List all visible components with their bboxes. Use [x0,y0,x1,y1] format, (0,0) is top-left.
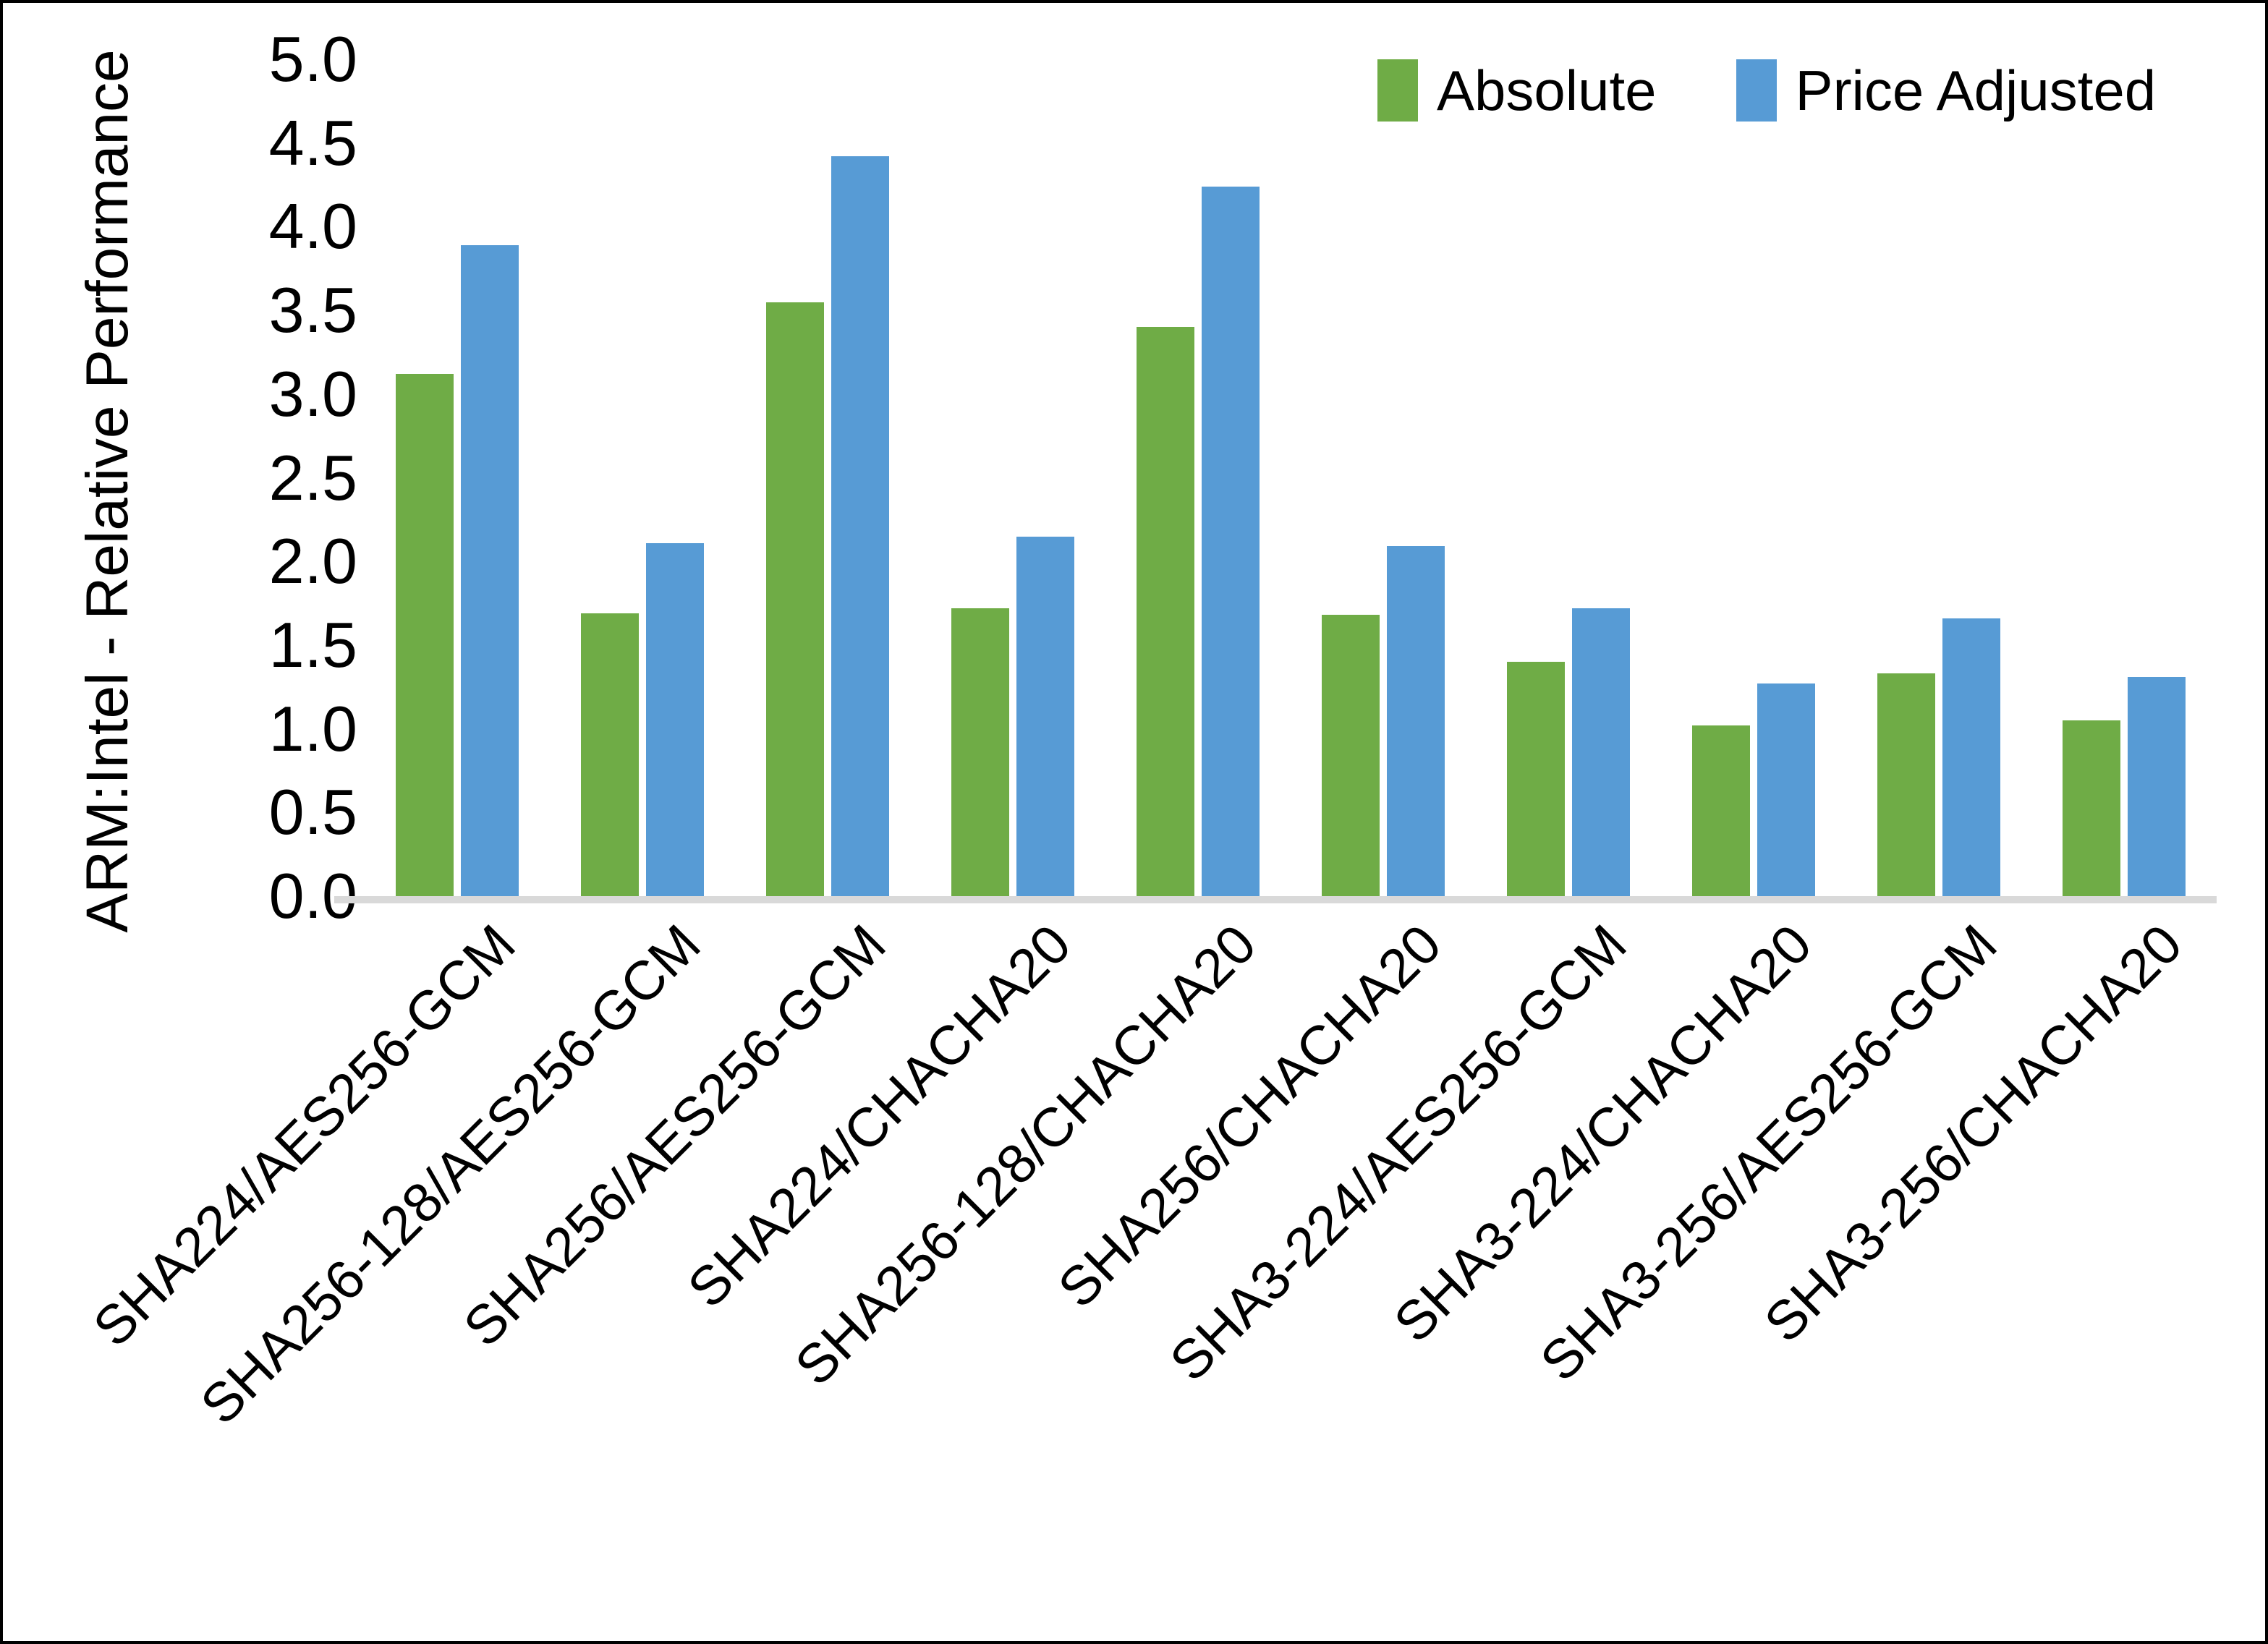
bar-absolute[interactable] [2063,720,2120,896]
y-tick-label: 2.5 [268,441,357,514]
bar-absolute[interactable] [1507,662,1565,896]
bar-group [1291,59,1476,896]
bar-group [1105,59,1291,896]
legend-label: Absolute [1437,59,1657,122]
bar-price-adjusted[interactable] [1202,186,1260,896]
bar-absolute[interactable] [1137,327,1194,896]
bar-absolute[interactable] [766,302,824,896]
y-tick-label: 3.5 [268,274,357,346]
y-tick-label: 0.5 [268,776,357,848]
bar-group [365,59,550,896]
y-tick-label: 4.0 [268,190,357,263]
y-tick-label: 1.5 [268,608,357,681]
bar-absolute[interactable] [396,374,454,896]
bar-groups-container [365,59,2217,896]
x-axis-baseline [334,896,2217,903]
bar-price-adjusted[interactable] [1757,683,1815,896]
bar-group [1661,59,1846,896]
bar-group [2031,59,2217,896]
bar-price-adjusted[interactable] [2128,676,2186,896]
bar-absolute[interactable] [1877,673,1935,896]
legend-entry-absolute[interactable]: Absolute [1377,59,1657,122]
bar-group [920,59,1105,896]
bar-price-adjusted[interactable] [1387,546,1445,896]
plot-area [334,59,2217,903]
bar-price-adjusted[interactable] [1572,608,1630,896]
bar-price-adjusted[interactable] [1942,618,2000,896]
legend-swatch-absolute [1377,59,1418,122]
chart-legend: Absolute Price Adjusted [1377,59,2156,122]
bar-group [1846,59,2031,896]
y-tick-label: 2.0 [268,525,357,597]
y-axis-title: ARM:Intel - Relative Performance [75,49,140,933]
y-tick-label: 0.0 [268,860,357,932]
y-axis-tick-labels: 5.0 4.5 4.0 3.5 3.0 2.5 2.0 1.5 1.0 0.5 0.0 [177,3,357,929]
bar-price-adjusted[interactable] [1016,536,1074,896]
y-tick-label: 3.0 [268,357,357,430]
bar-price-adjusted[interactable] [461,244,519,896]
x-axis-category-labels: SHA224/AES256-GCM SHA256-128/AES256-GCM SH… [82,913,2217,1436]
bar-absolute[interactable] [581,613,639,896]
bar-absolute[interactable] [1322,615,1380,896]
legend-entry-price-adjusted[interactable]: Price Adjusted [1736,59,2157,122]
bar-absolute[interactable] [951,608,1009,896]
y-tick-label: 1.0 [268,692,357,764]
bar-absolute[interactable] [1692,725,1750,896]
bar-group [550,59,735,896]
legend-swatch-price-adjusted [1736,59,1777,122]
legend-label: Price Adjusted [1795,59,2157,122]
bar-group [735,59,920,896]
bar-group [1476,59,1661,896]
y-tick-label: 4.5 [268,106,357,179]
y-tick-label: 5.0 [268,23,357,95]
bar-price-adjusted[interactable] [831,156,889,896]
bar-price-adjusted[interactable] [646,542,704,896]
